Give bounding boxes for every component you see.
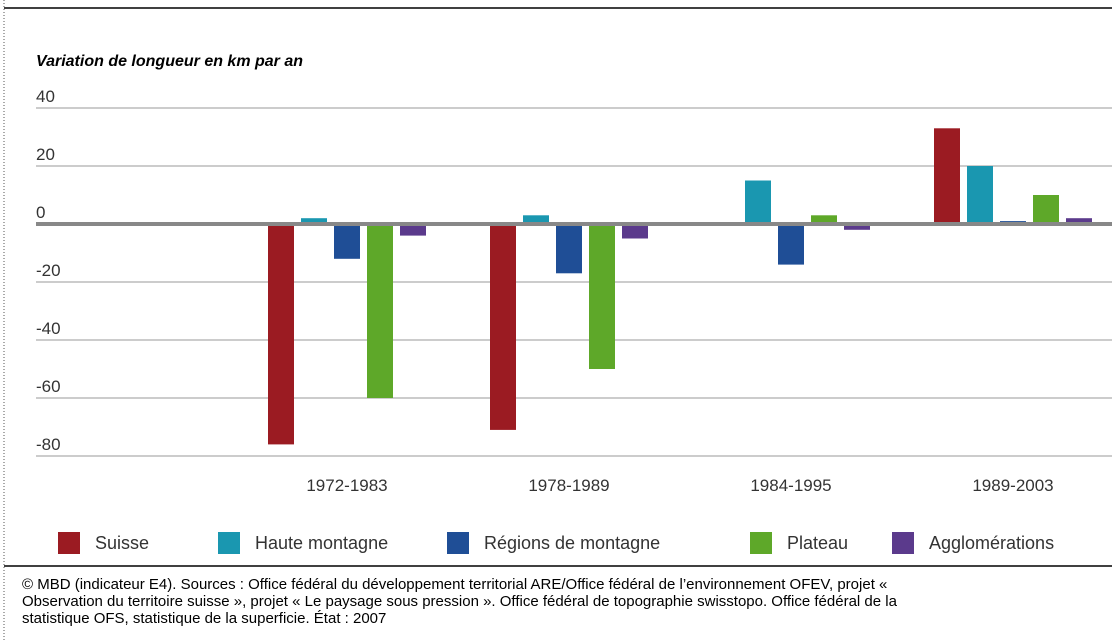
- bar: [934, 128, 960, 224]
- legend-label: Plateau: [787, 533, 848, 553]
- y-tick-label: -40: [36, 319, 61, 338]
- bar: [967, 166, 993, 224]
- bar: [745, 180, 771, 224]
- legend-swatch: [447, 532, 469, 554]
- bar: [1066, 218, 1092, 224]
- y-tick-label: 0: [36, 203, 45, 222]
- source-note: statistique OFS, statistique de la super…: [22, 610, 386, 627]
- source-note: Observation du territoire suisse », proj…: [22, 593, 898, 610]
- legend-label: Agglomérations: [929, 533, 1054, 553]
- bar: [490, 224, 516, 430]
- legend-swatch: [750, 532, 772, 554]
- y-tick-label: -20: [36, 261, 61, 280]
- bar: [400, 224, 426, 236]
- legend-label: Haute montagne: [255, 533, 388, 553]
- y-tick-label: -80: [36, 435, 61, 454]
- bar: [523, 215, 549, 224]
- bar: [301, 218, 327, 224]
- legend-swatch: [58, 532, 80, 554]
- bar: [811, 215, 837, 224]
- legend-swatch: [892, 532, 914, 554]
- bar: [556, 224, 582, 274]
- bar: [367, 224, 393, 398]
- legend-label: Suisse: [95, 533, 149, 553]
- x-tick-label: 1972-1983: [306, 476, 387, 495]
- y-tick-label: -60: [36, 377, 61, 396]
- legend-label: Régions de montagne: [484, 533, 660, 553]
- source-note: © MBD (indicateur E4). Sources : Office …: [22, 576, 887, 593]
- y-tick-label: 40: [36, 87, 55, 106]
- bar: [622, 224, 648, 239]
- bar: [334, 224, 360, 259]
- bar: [1033, 195, 1059, 224]
- subtitle: Variation de longueur en km par an: [36, 53, 303, 70]
- bar: [844, 224, 870, 230]
- x-tick-label: 1984-1995: [750, 476, 831, 495]
- x-tick-label: 1978-1989: [528, 476, 609, 495]
- legend-swatch: [218, 532, 240, 554]
- bar: [778, 224, 804, 265]
- x-tick-label: 1989-2003: [972, 476, 1053, 495]
- bar: [589, 224, 615, 369]
- bar: [268, 224, 294, 445]
- y-tick-label: 20: [36, 145, 55, 164]
